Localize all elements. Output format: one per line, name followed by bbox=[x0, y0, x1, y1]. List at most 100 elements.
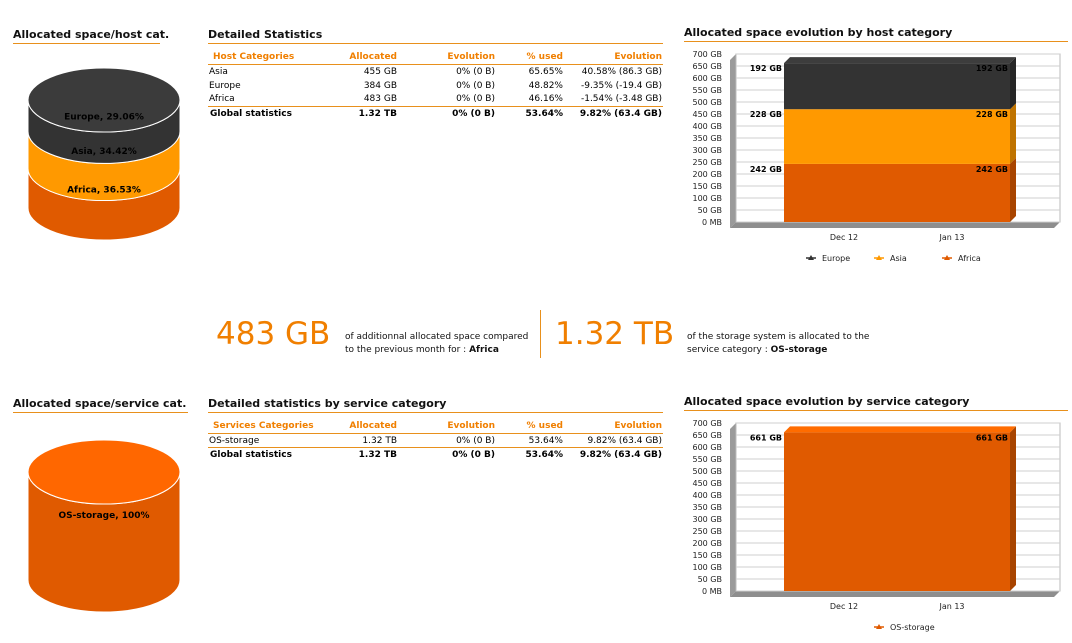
pie-top-face bbox=[27, 67, 181, 133]
cell: -9.35% (-19.4 GB) bbox=[580, 80, 662, 91]
cell: 53.64% bbox=[528, 435, 563, 446]
table-row: Europe 384 GB 0% (0 B) 48.82% -9.35% (-1… bbox=[208, 79, 663, 93]
bar-value-label: 661 GB bbox=[750, 433, 782, 442]
cell: 483 GB bbox=[363, 94, 397, 105]
cell: 0% (0 B) bbox=[398, 447, 496, 462]
x-tick-label: Jan 13 bbox=[938, 233, 964, 242]
y-tick-label: 250 GB bbox=[693, 527, 723, 536]
y-tick-label: 100 GB bbox=[693, 194, 723, 203]
bar-africa bbox=[784, 163, 1010, 222]
pie-slice-label: OS-storage, 100% bbox=[58, 511, 149, 521]
service-evo-title: Allocated space evolution by service cat… bbox=[684, 395, 1068, 411]
y-tick-label: 300 GB bbox=[693, 515, 723, 524]
y-tick-label: 150 GB bbox=[693, 551, 723, 560]
cell: 1.32 TB bbox=[318, 106, 398, 121]
pie-top-face bbox=[27, 439, 181, 505]
bar-side-asia bbox=[1010, 103, 1016, 164]
x-tick-label: Dec 12 bbox=[830, 233, 858, 242]
y-tick-label: 700 GB bbox=[693, 419, 723, 428]
cell: 9.82% (63.4 GB) bbox=[564, 106, 663, 121]
y-tick-label: 450 GB bbox=[693, 479, 723, 488]
bar-value-label: 192 GB bbox=[750, 64, 782, 73]
legend-label: Europe bbox=[822, 254, 850, 263]
host-stats-table: Host Categories Allocated Evolution % us… bbox=[208, 48, 663, 121]
bar-top-os-storage bbox=[784, 426, 1016, 433]
summary-text-2: of the storage system is allocated to th… bbox=[687, 332, 870, 355]
cell: Africa bbox=[209, 94, 235, 105]
host-pie-chart: Europe, 29.06% Asia, 34.42% Africa, 36.53% bbox=[27, 67, 181, 241]
cell: 46.16% bbox=[528, 94, 563, 105]
cell: 0% (0 B) bbox=[456, 80, 495, 91]
cell: 1.32 TB bbox=[318, 447, 398, 462]
legend-label: Asia bbox=[890, 254, 907, 263]
y-tick-label: 0 MB bbox=[702, 587, 722, 596]
cell: 384 GB bbox=[363, 80, 397, 91]
host-pie-title: Allocated space/host cat. bbox=[13, 28, 169, 44]
service-stats-title: Detailed statistics by service category bbox=[208, 397, 663, 413]
bar-os-storage bbox=[784, 432, 1010, 591]
y-tick-label: 150 GB bbox=[693, 182, 723, 191]
legend-marker-icon bbox=[944, 255, 950, 260]
y-tick-label: 450 GB bbox=[693, 110, 723, 119]
y-tick-label: 500 GB bbox=[693, 98, 723, 107]
y-tick-label: 350 GB bbox=[693, 503, 723, 512]
pie-slice-label: Africa, 36.53% bbox=[67, 185, 141, 195]
service-stats-table: Services Categories Allocated Evolution … bbox=[208, 417, 663, 462]
col-header: % used bbox=[496, 417, 564, 434]
summary-divider bbox=[540, 310, 541, 358]
summary-number-1: 483 GB bbox=[216, 316, 331, 352]
service-evolution-chart: 0 MB 50 GB 100 GB 150 GB 200 GB 250 GB 300 GB 3… bbox=[693, 419, 1061, 632]
bar-value-label: 242 GB bbox=[750, 165, 782, 174]
col-header: Evolution bbox=[398, 48, 496, 65]
legend-label: Africa bbox=[958, 254, 981, 263]
y-tick-label: 300 GB bbox=[693, 146, 723, 155]
y-tick-label: 250 GB bbox=[693, 158, 723, 167]
table-row: Africa 483 GB 0% (0 B) 46.16% -1.54% (-3… bbox=[208, 93, 663, 107]
service-pie-chart: OS-storage, 100% bbox=[27, 439, 181, 613]
col-header: % used bbox=[496, 48, 564, 65]
y-tick-label: 550 GB bbox=[693, 86, 723, 95]
y-tick-label: 500 GB bbox=[693, 467, 723, 476]
bar-side-os-storage bbox=[1010, 426, 1016, 591]
bar-value-label: 242 GB bbox=[976, 165, 1008, 174]
bar-value-label: 228 GB bbox=[750, 110, 782, 119]
chart-floor bbox=[730, 222, 1060, 228]
y-tick-label: 50 GB bbox=[698, 206, 722, 215]
bar-value-label: 228 GB bbox=[976, 110, 1008, 119]
y-tick-label: 400 GB bbox=[693, 122, 723, 131]
bar-side-africa bbox=[1010, 157, 1016, 222]
bar-asia bbox=[784, 109, 1010, 164]
chart-wall bbox=[730, 54, 736, 228]
col-header: Host Categories bbox=[208, 48, 318, 65]
cell: 53.64% bbox=[496, 447, 564, 462]
cell: 48.82% bbox=[528, 80, 563, 91]
bar-value-label: 192 GB bbox=[976, 64, 1008, 73]
y-tick-label: 550 GB bbox=[693, 455, 723, 464]
y-tick-label: 100 GB bbox=[693, 563, 723, 572]
cell: 0% (0 B) bbox=[398, 106, 496, 121]
y-tick-label: 600 GB bbox=[693, 74, 723, 83]
col-header: Evolution bbox=[564, 48, 663, 65]
col-header: Allocated bbox=[318, 417, 398, 434]
y-tick-label: 0 MB bbox=[702, 218, 722, 227]
y-tick-label: 200 GB bbox=[693, 170, 723, 179]
bar-side-europe bbox=[1010, 57, 1016, 110]
cell: Europe bbox=[209, 80, 241, 91]
y-tick-label: 200 GB bbox=[693, 539, 723, 548]
x-tick-label: Jan 13 bbox=[938, 602, 964, 611]
chart-floor bbox=[730, 591, 1060, 597]
summary-text-1: of additionnal allocated space compared … bbox=[345, 332, 529, 355]
legend-marker-icon bbox=[876, 255, 882, 260]
summary-number-2: 1.32 TB bbox=[555, 316, 675, 352]
cell: 53.64% bbox=[496, 106, 564, 121]
host-evo-title: Allocated space evolution by host catego… bbox=[684, 26, 1068, 42]
cell: 40.58% (86.3 GB) bbox=[581, 66, 662, 77]
chart-wall bbox=[730, 423, 736, 597]
cell: -1.54% (-3.48 GB) bbox=[580, 94, 662, 105]
legend-label: OS-storage bbox=[890, 623, 935, 632]
x-tick-label: Dec 12 bbox=[830, 602, 858, 611]
col-header: Evolution bbox=[564, 417, 663, 434]
pie-slice-label: Asia, 34.42% bbox=[71, 147, 137, 157]
global-stats-row: Global statistics 1.32 TB 0% (0 B) 53.64… bbox=[208, 106, 663, 121]
cell: OS-storage bbox=[209, 435, 260, 446]
